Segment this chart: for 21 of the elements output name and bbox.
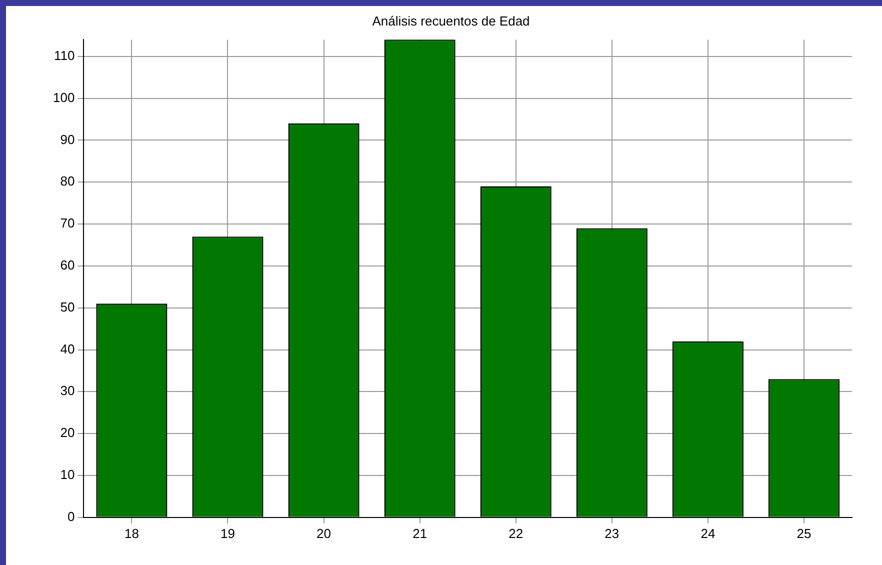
y-tick-label: 100	[52, 90, 75, 105]
x-tick-label: 20	[316, 526, 332, 541]
x-tick-label: 23	[604, 526, 620, 541]
chart-title: Análisis recuentos de Edad	[372, 13, 530, 28]
y-tick-label: 40	[60, 341, 75, 356]
x-tick-label: 21	[412, 526, 428, 541]
x-tick-label: 25	[796, 526, 812, 541]
y-tick-label: 10	[60, 467, 75, 482]
y-tick-label: 70	[60, 216, 75, 231]
y-tick-label: 90	[60, 132, 75, 147]
y-tick-label: 0	[67, 508, 75, 524]
y-tick-label: 60	[60, 258, 75, 273]
x-tick-label: 24	[700, 526, 716, 541]
y-tick-label: 20	[60, 425, 75, 440]
x-tick-label: 22	[508, 526, 524, 541]
x-tick-label: 18	[124, 526, 139, 541]
y-tick-label: 80	[60, 174, 75, 189]
y-tick-label: 110	[54, 48, 75, 63]
y-tick-label: 30	[60, 383, 75, 398]
x-tick-label: 19	[220, 526, 235, 541]
y-tick-label: 50	[60, 299, 75, 314]
